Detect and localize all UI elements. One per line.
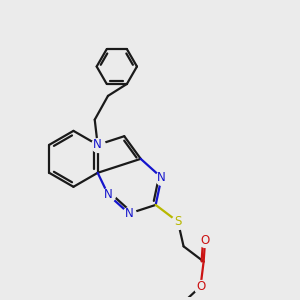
Text: S: S [174, 215, 182, 228]
Text: N: N [93, 138, 102, 151]
Text: N: N [104, 188, 113, 201]
Text: N: N [157, 171, 166, 184]
Text: O: O [200, 234, 210, 247]
Text: O: O [196, 280, 205, 293]
Text: N: N [125, 207, 134, 220]
